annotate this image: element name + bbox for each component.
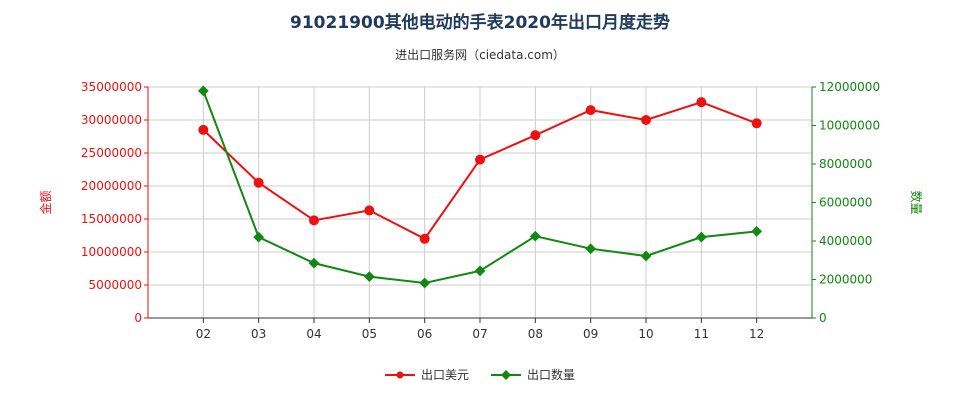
data-point-amount [585, 105, 596, 116]
data-point-quantity [363, 271, 375, 282]
x-tick-label: 12 [749, 327, 764, 341]
legend-swatch-quantity [491, 369, 521, 380]
y-left-tick-label: 35000000 [81, 80, 142, 94]
data-point-amount [475, 154, 485, 165]
x-tick-label: 03 [251, 327, 266, 341]
legend-label-amount: 出口美元 [420, 368, 469, 382]
chart-subtitle: 进出口服务网（ciedata.com） [395, 48, 565, 62]
data-point-quantity [695, 231, 707, 243]
x-tick-label: 09 [583, 327, 598, 341]
data-point-amount [751, 118, 762, 129]
y-left-tick-label: 5000000 [89, 278, 142, 292]
x-tick-label: 04 [306, 327, 321, 341]
y-left-tick-label: 25000000 [81, 146, 142, 160]
data-point-quantity [419, 277, 431, 289]
data-point-amount [198, 124, 209, 135]
x-tick-label: 02 [196, 327, 211, 341]
y-right-tick-label: 12000000 [819, 80, 880, 94]
x-tick-label: 07 [472, 327, 487, 341]
data-point-quantity [585, 243, 597, 255]
data-point-quantity [308, 257, 320, 269]
y-right-tick-label: 6000000 [819, 196, 872, 210]
y-left-tick-label: 15000000 [81, 212, 142, 226]
data-point-quantity [751, 226, 763, 237]
legend-item-amount[interactable]: 出口美元 [384, 366, 469, 383]
data-point-amount [530, 130, 541, 141]
y-left-tick-label: 30000000 [81, 113, 142, 127]
y-right-tick-label: 4000000 [819, 234, 872, 248]
x-tick-label: 11 [694, 327, 709, 341]
x-tick-label: 10 [638, 327, 653, 341]
data-point-quantity [474, 265, 486, 277]
y-right-tick-label: 2000000 [819, 273, 872, 287]
data-point-amount [309, 215, 319, 226]
x-tick-label: 08 [528, 327, 543, 341]
chart-legend: 出口美元 出口数量 [0, 366, 960, 383]
data-point-amount [419, 233, 430, 244]
data-point-quantity [529, 230, 541, 242]
y-right-tick-label: 10000000 [819, 119, 880, 133]
legend-swatch-amount [384, 371, 415, 378]
data-point-amount [641, 115, 651, 125]
y-left-tick-label: 0 [134, 311, 142, 325]
chart-title: 91021900其他电动的手表2020年出口月度走势 [290, 13, 670, 33]
data-point-quantity [197, 85, 209, 97]
legend-item-quantity[interactable]: 出口数量 [491, 366, 575, 383]
data-point-amount [696, 97, 707, 108]
y-right-axis-title: 数量 [909, 190, 924, 214]
y-left-tick-label: 10000000 [81, 245, 142, 259]
y-right-tick-label: 8000000 [819, 157, 872, 171]
data-point-quantity [253, 231, 265, 243]
y-left-axis-title: 金额 [38, 190, 53, 214]
x-tick-label: 06 [417, 327, 432, 341]
legend-label-quantity: 出口数量 [527, 368, 576, 382]
data-point-amount [253, 177, 264, 188]
data-point-amount [364, 205, 375, 216]
y-left-tick-label: 20000000 [81, 179, 142, 193]
x-tick-label: 05 [362, 327, 377, 341]
y-right-tick-label: 0 [819, 311, 827, 325]
